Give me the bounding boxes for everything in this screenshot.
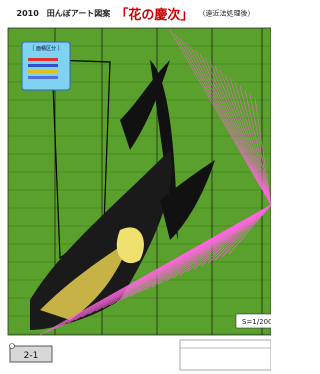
legend-swatch [28,76,58,79]
page: 2010 田んぼアート図案 「花の慶次」 （遠近法処理後） ［ 面積区分 ］ S… [0,0,271,374]
title-block [180,340,271,370]
legend-title: ［ 面積区分 ］ [29,45,62,52]
legend-swatch [28,70,58,73]
scale-label: S=1/200 [242,318,271,326]
artwork: ［ 面積区分 ］ S=1/200 2-1 [0,0,271,374]
marker [10,344,15,349]
page-number: 2-1 [24,351,39,361]
legend-swatch [28,64,58,67]
legend-swatch [28,58,58,61]
